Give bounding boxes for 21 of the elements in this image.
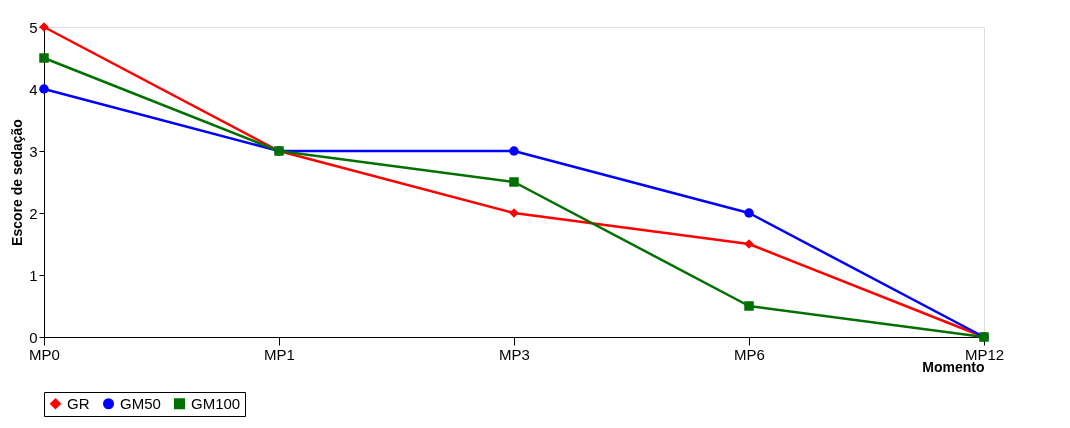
legend-label: GM50 [120,394,161,412]
y-tick-label: 5 [29,18,38,36]
x-tick-label: MP6 [734,345,765,363]
x-tick-label: MP1 [264,345,295,363]
y-tick-label: 4 [29,80,38,98]
x-tick-label: MP0 [29,345,60,363]
y-axis-title: Escore de sedação [9,119,26,246]
point [39,84,49,94]
y-tick-label: 2 [29,204,38,222]
y-tick-label: 0 [29,328,38,346]
legend-label: GR [67,394,90,412]
point [509,146,519,156]
point [39,53,49,63]
point [509,177,519,187]
x-tick-label: MP3 [499,345,530,363]
point [744,208,754,218]
y-tick-label: 1 [29,266,38,284]
point [744,301,754,311]
x-tick-label: MP12 [964,345,1005,363]
y-tick-label: 3 [29,142,38,160]
legend-label: GM100 [191,394,241,412]
